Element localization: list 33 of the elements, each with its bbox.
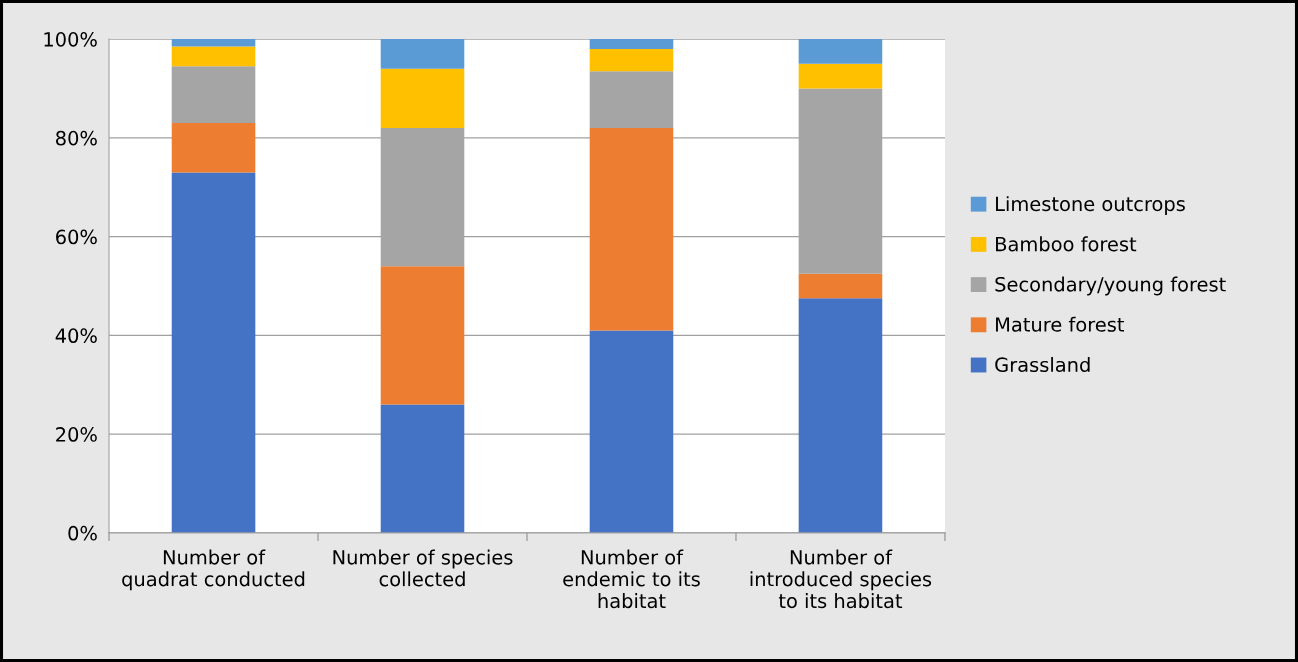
bar bbox=[589, 127, 674, 331]
y-tick-label: 20% bbox=[56, 427, 97, 442]
y-tick-label: 40% bbox=[55, 328, 97, 344]
bar bbox=[171, 39, 256, 47]
bar bbox=[380, 266, 465, 405]
y-tick-label: 80% bbox=[56, 130, 97, 146]
bar bbox=[798, 39, 883, 64]
bar bbox=[798, 63, 883, 89]
bar bbox=[798, 273, 883, 299]
legend-label: Mature forest bbox=[996, 316, 1125, 332]
bar bbox=[171, 123, 256, 173]
bar bbox=[171, 172, 256, 533]
x-tick-label: Number of introduced species to its habitat bbox=[750, 549, 932, 609]
bar bbox=[589, 71, 674, 128]
x-tick-label: Number of quadrat conducted bbox=[122, 549, 305, 591]
legend-label: Secondary/young forest bbox=[995, 276, 1226, 296]
bar bbox=[798, 298, 883, 533]
bar bbox=[589, 48, 674, 72]
x-tick-label: Number of species collected bbox=[333, 549, 513, 587]
bar bbox=[589, 330, 674, 533]
bar bbox=[380, 39, 465, 69]
legend-label: Grassland bbox=[995, 356, 1090, 373]
y-tick-label: 100% bbox=[44, 32, 97, 47]
y-tick-label: 60% bbox=[56, 229, 97, 245]
bar bbox=[380, 404, 465, 533]
bar bbox=[171, 66, 256, 124]
bar bbox=[589, 39, 674, 49]
y-tick-label: 0% bbox=[68, 525, 97, 541]
x-tick-label: Number of endemic to its habitat bbox=[563, 549, 700, 609]
bar bbox=[171, 46, 256, 67]
bar bbox=[380, 68, 465, 128]
legend-label: Limestone outcrops bbox=[996, 196, 1185, 215]
legend-label: Bamboo forest bbox=[996, 236, 1137, 252]
